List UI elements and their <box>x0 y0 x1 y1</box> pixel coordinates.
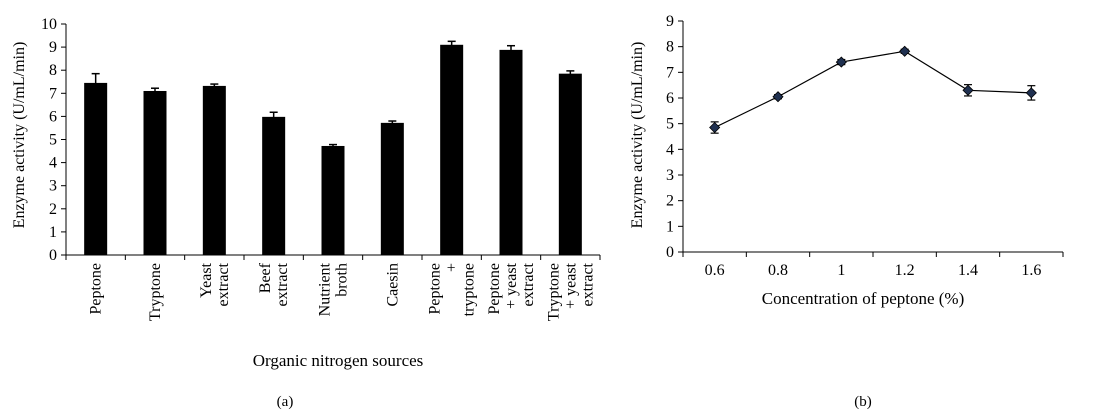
chart-a-category-label: extract <box>520 262 537 306</box>
chart-b-ytick-label: 1 <box>666 218 674 235</box>
chart-b-ytick-label: 6 <box>666 90 674 107</box>
bar <box>321 145 345 255</box>
chart-a-ytick-label: 4 <box>49 155 57 172</box>
chart-a-category-label: Peptone <box>427 263 444 315</box>
chart-a-ytick-label: 1 <box>49 224 57 241</box>
chart-b-ytick-label: 2 <box>666 193 674 210</box>
chart-b-xtick-label: 1.4 <box>958 262 978 279</box>
bar <box>262 116 286 255</box>
chart-b-xtick-label: 1.2 <box>895 262 915 279</box>
chart-a-ytick-label: 10 <box>41 16 57 33</box>
data-point-marker <box>835 56 847 68</box>
chart-b-xtick-label: 1 <box>837 262 845 279</box>
line-chart-panel-b: Enzyme activity (U/mL/min) Concentration… <box>629 13 1064 410</box>
chart-b-xtick-label: 0.8 <box>768 262 788 279</box>
data-point-marker <box>962 84 974 96</box>
bar-chart-panel-a: Enzyme activity (U/mL/min) Organic nitro… <box>11 16 601 410</box>
chart-a-ytick-label: 7 <box>49 85 57 102</box>
chart-b-panel-label: (b) <box>854 394 872 410</box>
chart-a-ytick-label: 3 <box>49 178 57 195</box>
chart-b-xtick-label: 1.6 <box>1021 262 1041 279</box>
chart-a-category-label: Tryptone <box>147 263 164 321</box>
chart-a-category-label: + yeast <box>562 262 579 308</box>
chart-a-category-label: Beef <box>257 262 274 293</box>
bar <box>202 85 226 256</box>
bar <box>143 90 167 256</box>
chart-a-ytick-label: 0 <box>49 247 57 264</box>
chart-a-ytick-label: 6 <box>49 108 57 125</box>
chart-a-category-label: tryptone <box>461 263 478 316</box>
chart-a-category-label: Tryptone <box>545 263 562 321</box>
data-point-marker <box>709 121 721 134</box>
chart-b-ytick-label: 3 <box>666 167 674 184</box>
chart-a-ytick-label: 5 <box>49 132 57 149</box>
chart-b-ytick-label: 9 <box>666 13 674 30</box>
chart-a-category-label: Peptone <box>88 263 105 315</box>
data-point-marker <box>772 91 784 103</box>
chart-a-category-label: + yeast <box>503 262 520 308</box>
chart-a-category-label: extract <box>579 262 596 306</box>
chart-b-ytick-label: 4 <box>666 141 674 158</box>
chart-a-ytick-label: 9 <box>49 39 57 56</box>
chart-a-ylabel: Enzyme activity (U/mL/min) <box>11 42 28 229</box>
bar <box>380 122 404 255</box>
chart-b-xlabel: Concentration of peptone (%) <box>762 289 965 308</box>
chart-b-ylabel: Enzyme activity (U/mL/min) <box>629 42 646 229</box>
bar <box>440 44 464 255</box>
bar <box>558 73 582 255</box>
chart-b-ytick-label: 0 <box>666 244 674 261</box>
chart-a-panel-label: (a) <box>277 394 294 410</box>
chart-b-xtick-label: 0.6 <box>705 262 725 279</box>
bar <box>84 82 108 255</box>
chart-a-category-label: + <box>444 263 461 272</box>
chart-a-category-label: Peptone <box>486 263 503 315</box>
chart-a-xlabel: Organic nitrogen sources <box>253 351 424 370</box>
chart-b-ytick-label: 7 <box>666 64 674 81</box>
chart-a-ytick-label: 2 <box>49 201 57 218</box>
chart-b-ytick-label: 5 <box>666 116 674 133</box>
chart-a-category-label: extract <box>215 262 232 306</box>
chart-a-category-label: Nutrient <box>317 262 334 316</box>
chart-b-ytick-label: 8 <box>666 39 674 56</box>
chart-a-category-label: extract <box>274 262 291 306</box>
series-line <box>714 50 1032 129</box>
data-point-marker <box>899 45 911 57</box>
bar <box>499 49 523 255</box>
data-point-marker <box>1025 87 1037 99</box>
chart-a-category-label: Caesin <box>384 263 401 307</box>
chart-a-category-label: Yeast <box>198 262 215 297</box>
chart-a-category-label: broth <box>334 263 351 297</box>
chart-a-ytick-label: 8 <box>49 62 57 79</box>
